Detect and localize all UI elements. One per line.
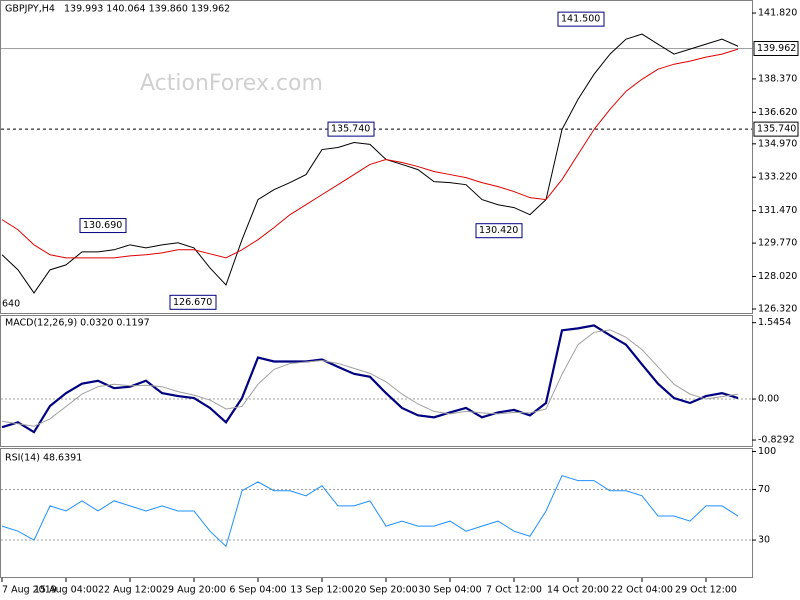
quote: 139.993 140.064 139.860 139.962: [64, 4, 230, 15]
series-line: [1, 33, 739, 294]
clipped-label: 640: [2, 299, 20, 310]
y-tick-label: 70: [758, 484, 770, 495]
macd-panel: [0, 315, 753, 447]
y-tick-label: 100: [758, 446, 776, 457]
series-line: [1, 474, 739, 548]
x-tick-label: 30 Sep 04:00: [418, 585, 481, 596]
rsi-panel: [0, 448, 753, 578]
annotation-box: [557, 11, 605, 27]
x-tick-label: 7 Aug 2019: [2, 585, 57, 596]
annotation-label: 141.500: [561, 14, 600, 25]
x-tick-label: 13 Sep 12:00: [290, 585, 353, 596]
series-line: [1, 324, 739, 434]
y-tick-label: 1.5454: [758, 317, 791, 328]
x-tick-label: 6 Sep 04:00: [229, 585, 286, 596]
annotation-box: [327, 121, 375, 137]
y-tick-label: 30: [758, 535, 770, 546]
x-tick-label: 14 Oct 20:00: [547, 585, 609, 596]
watermark: ActionForex.com: [140, 71, 323, 96]
level-label: 135.740: [757, 124, 796, 135]
y-tick-label: 134.970: [758, 138, 797, 149]
series-line: [1, 329, 739, 427]
level-box: [753, 41, 799, 57]
y-tick-label: 129.770: [758, 238, 797, 249]
macd-title: MACD(12,26,9) 0.0320 0.1197: [5, 318, 150, 329]
y-tick-label: 138.370: [758, 73, 797, 84]
y-tick-label: -0.8292: [758, 435, 795, 446]
x-tick-label: 22 Aug 12:00: [98, 585, 162, 596]
x-tick-label: 20 Sep 20:00: [354, 585, 417, 596]
series-line: [1, 48, 739, 259]
level-label: 139.962: [757, 43, 796, 54]
x-tick-label: 22 Oct 04:00: [611, 585, 673, 596]
level-box: [753, 121, 799, 137]
y-tick-label: 0.00: [758, 394, 779, 405]
annotation-label: 126.670: [173, 297, 212, 308]
annotation-box: [79, 218, 127, 234]
price-panel: [0, 0, 753, 314]
x-tick-label: 15 Aug 04:00: [34, 585, 98, 596]
y-tick-label: 136.620: [758, 107, 797, 118]
x-tick-label: 7 Oct 12:00: [486, 585, 542, 596]
y-tick-label: 126.320: [758, 303, 797, 314]
y-tick-label: 131.470: [758, 205, 797, 216]
annotation-label: 130.690: [83, 220, 122, 231]
annotation-label: 135.740: [331, 124, 370, 135]
annotation-box: [169, 294, 217, 310]
y-tick-label: 128.020: [758, 271, 797, 282]
annotation-label: 130.420: [479, 225, 518, 236]
x-tick-label: 29 Aug 20:00: [162, 585, 226, 596]
y-tick-label: 141.820: [758, 8, 797, 19]
rsi-title: RSI(14) 48.6391: [5, 453, 82, 464]
x-tick-label: 29 Oct 12:00: [675, 585, 737, 596]
y-tick-label: 133.220: [758, 172, 797, 183]
symbol: GBPJPY,H4: [5, 4, 55, 15]
annotation-box: [475, 223, 523, 239]
